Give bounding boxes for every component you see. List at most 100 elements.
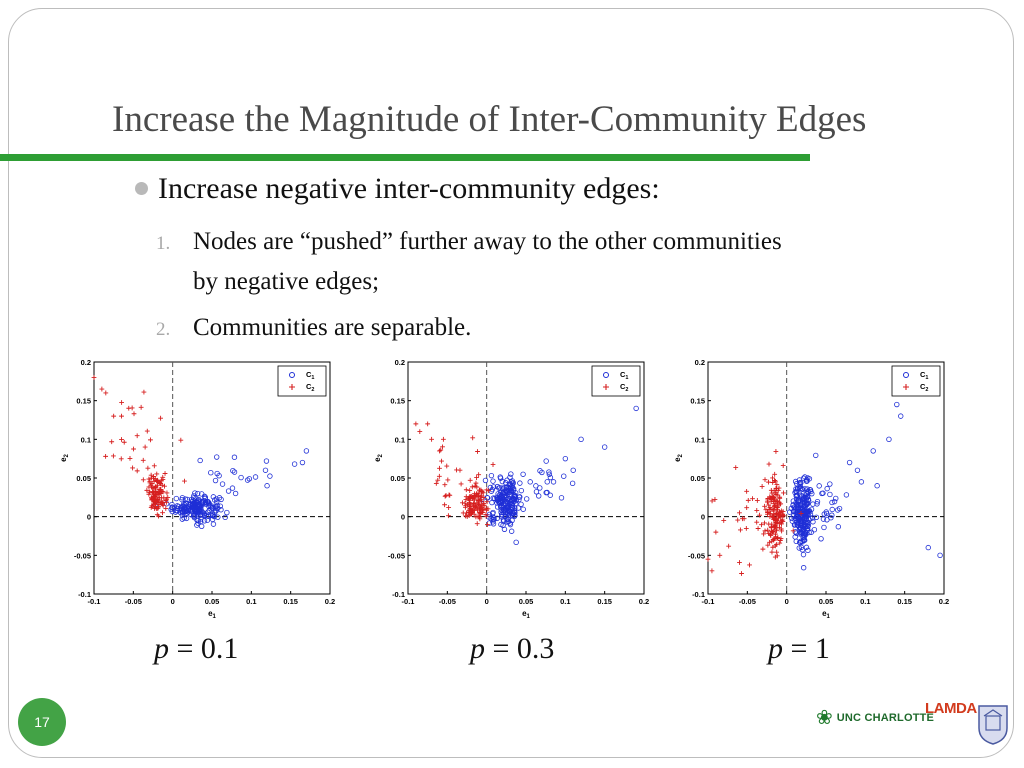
- c1-point: [192, 508, 199, 514]
- c2-point: [772, 522, 778, 528]
- c1-point: [894, 401, 900, 408]
- c2-point: [99, 386, 105, 392]
- c1-point: [180, 503, 187, 509]
- c1-point: [789, 518, 796, 524]
- c2-point: [759, 522, 764, 528]
- c2-point: [469, 484, 475, 490]
- c1-point: [827, 491, 833, 498]
- c2-point: [775, 535, 781, 540]
- c2-point: [468, 494, 474, 500]
- c1-point: [569, 480, 576, 487]
- c1-point: [503, 480, 509, 486]
- c2-point: [767, 532, 773, 537]
- c1-point: [803, 529, 809, 536]
- c1-point: [517, 480, 523, 486]
- main-bullet: Increase negative inter-community edges:: [135, 172, 660, 206]
- caption-value: = 1: [790, 632, 830, 665]
- caption-value: = 0.3: [492, 632, 555, 665]
- c2-point: [460, 510, 466, 516]
- c2-point: [471, 503, 477, 508]
- c1-point: [216, 473, 222, 479]
- c2-point: [134, 433, 140, 439]
- c1-point: [870, 448, 876, 454]
- c2-point: [759, 484, 765, 489]
- c1-point: [858, 479, 865, 485]
- c2-point: [770, 480, 776, 485]
- x-tick-label: 0.2: [639, 597, 649, 606]
- x-tick-label: 0: [785, 597, 789, 606]
- c2-point: [109, 439, 115, 445]
- x-tick-label: 0.1: [246, 597, 256, 606]
- c1-point: [824, 517, 830, 523]
- c1-point: [195, 520, 201, 526]
- c1-point: [188, 511, 194, 518]
- c2-point: [148, 472, 154, 478]
- plot-area: [93, 361, 331, 595]
- c2-point: [91, 375, 97, 380]
- c1-point: [537, 485, 543, 491]
- c2-point: [478, 511, 484, 516]
- c2-point: [484, 499, 490, 505]
- c1-point: [794, 488, 800, 495]
- c2-point: [743, 525, 749, 531]
- c1-point: [792, 534, 798, 540]
- c1-point: [205, 509, 211, 515]
- y-tick-label: 0.05: [690, 474, 705, 483]
- scatter-plot-p01: -0.1 -0.05 0 0.05 0.1 0.15 0.2 -0.1 -0.05 0 0.05 0.…: [59, 358, 335, 618]
- c1-point: [807, 487, 813, 493]
- legend-c2-marker: [603, 384, 609, 390]
- c1-point: [810, 501, 816, 507]
- c2-point: [750, 496, 755, 502]
- c1-point: [498, 492, 504, 498]
- x-tick-label: -0.05: [739, 597, 756, 606]
- c2-point: [477, 507, 483, 513]
- c1-point: [829, 506, 835, 513]
- c2-point: [757, 512, 762, 518]
- c1-point: [214, 454, 220, 460]
- c1-point: [794, 512, 800, 519]
- c2-point: [441, 436, 446, 442]
- c1-point: [208, 470, 214, 476]
- c2-point: [155, 497, 161, 502]
- c2-point: [476, 472, 482, 478]
- c2-point: [775, 518, 780, 524]
- c1-point: [543, 489, 549, 496]
- bullet-dot-icon: [135, 181, 148, 195]
- university-seal-icon: [978, 705, 1008, 745]
- main-bullet-text: Increase negative inter-community edges:: [158, 172, 660, 205]
- c2-point: [762, 503, 768, 509]
- lamda-logo: LAMDA: [925, 700, 977, 740]
- c2-point: [478, 496, 484, 502]
- c2-point: [739, 571, 744, 576]
- legend-box: [277, 365, 327, 397]
- c2-point: [437, 448, 442, 454]
- c2-point: [737, 510, 742, 516]
- c2-point: [458, 481, 464, 487]
- c2-point: [766, 461, 772, 467]
- c2-point: [119, 413, 124, 419]
- scatter-plot-p1: -0.1 -0.05 0 0.05 0.1 0.15 0.2 -0.1 -0.05 0 0.05 0.…: [673, 358, 949, 618]
- c2-point: [770, 475, 775, 481]
- x-tick-label: 0.15: [597, 597, 612, 606]
- c1-point: [802, 511, 808, 517]
- c2-point: [130, 465, 135, 471]
- c2-point: [155, 477, 161, 483]
- c1-point: [210, 494, 217, 500]
- c1-point: [518, 487, 525, 494]
- c2-point: [467, 488, 473, 493]
- c1-point: [198, 516, 204, 522]
- c1-point: [804, 486, 811, 492]
- c1-point: [800, 551, 807, 558]
- c1-point: [547, 474, 554, 481]
- c1-point: [192, 490, 198, 496]
- c2-point: [417, 429, 423, 434]
- c1-point: [886, 436, 892, 443]
- c2-point: [149, 484, 155, 490]
- c1-point: [814, 498, 821, 505]
- c2-point: [472, 491, 477, 497]
- c1-point: [508, 506, 514, 513]
- y-tick-label: 0.1: [81, 435, 91, 444]
- y-axis-label: e2: [373, 453, 384, 461]
- c2-point: [777, 540, 783, 546]
- c2-point: [483, 512, 489, 518]
